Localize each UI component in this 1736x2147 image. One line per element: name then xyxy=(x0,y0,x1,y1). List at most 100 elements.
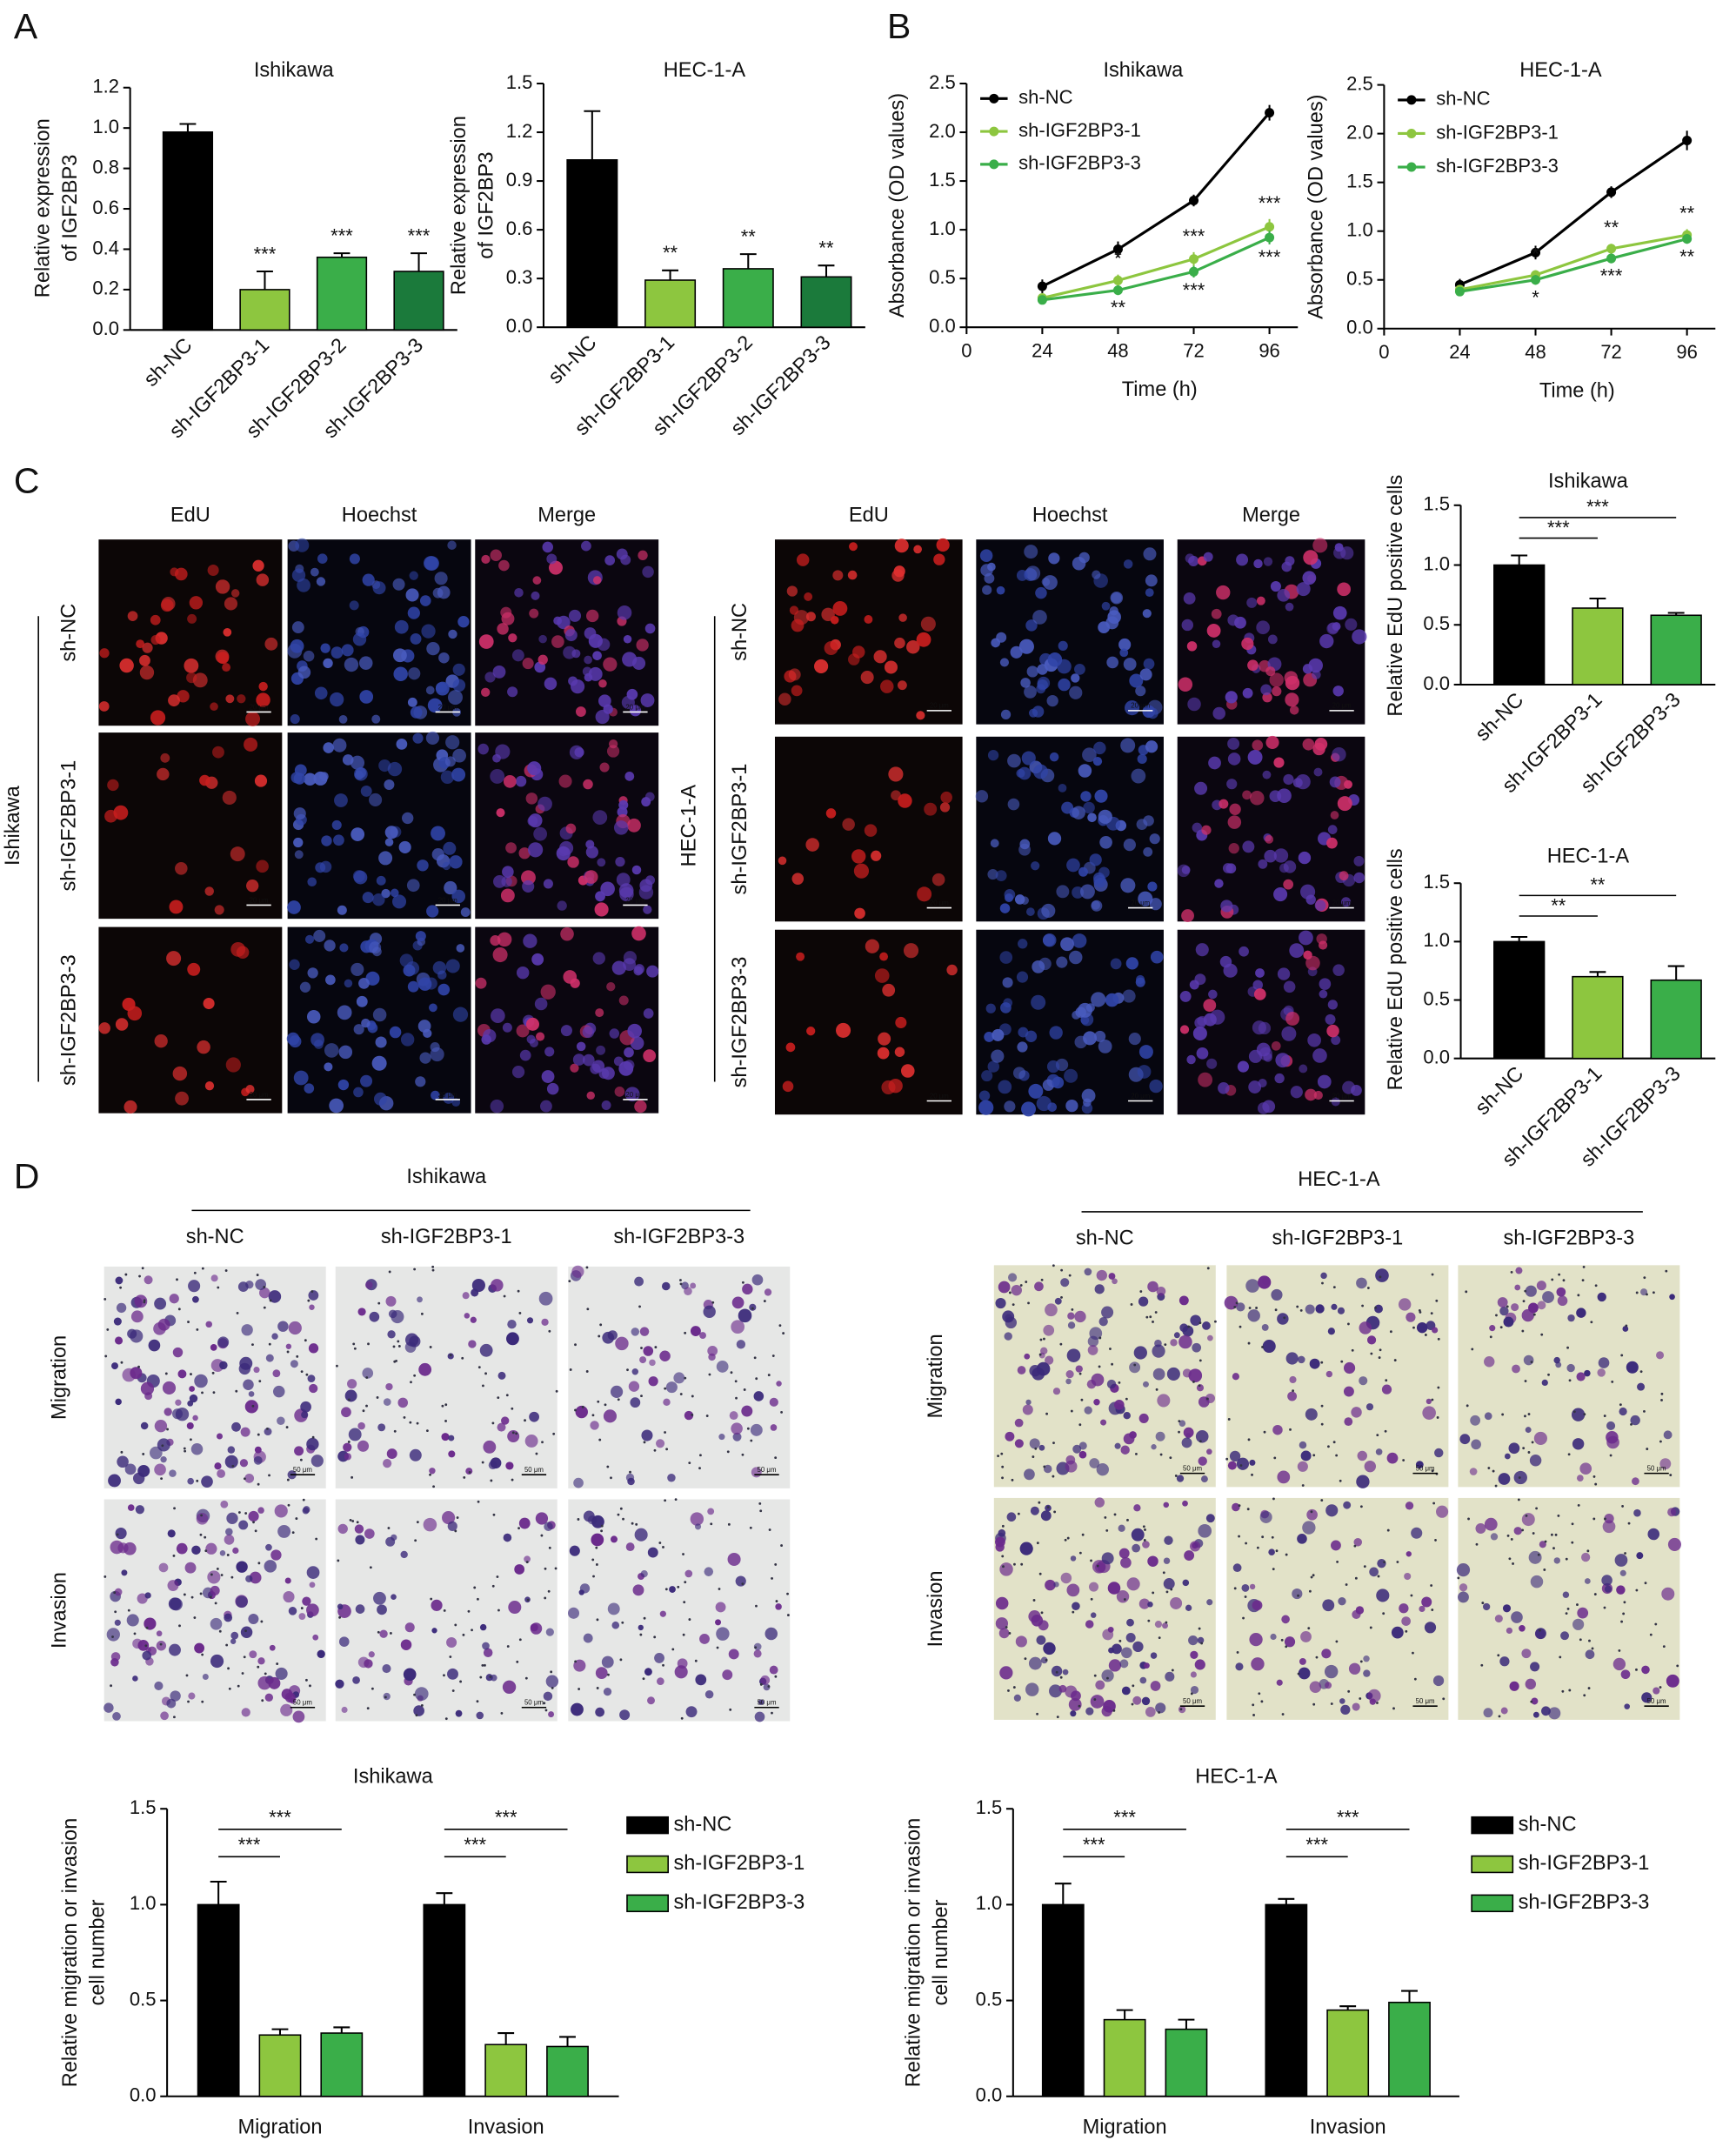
cell-nucleus xyxy=(987,868,998,880)
cell-nucleus xyxy=(372,893,385,906)
pore xyxy=(674,1498,678,1502)
y-tick-label: 1.5 xyxy=(929,169,956,191)
cell-nucleus xyxy=(894,1047,905,1057)
cell-nucleus xyxy=(527,842,544,858)
cell-nucleus xyxy=(519,1049,531,1061)
pore xyxy=(511,1407,514,1410)
y-tick-label: 0.5 xyxy=(976,1988,1003,2010)
stained-cell xyxy=(1170,1597,1183,1609)
pore xyxy=(1090,1559,1092,1562)
pore xyxy=(335,1364,338,1368)
cell-nucleus xyxy=(303,650,315,662)
stained-cell xyxy=(106,1628,120,1642)
pore xyxy=(631,1522,634,1525)
pore xyxy=(1271,1535,1274,1539)
cell-nucleus xyxy=(782,1080,794,1093)
stained-cell xyxy=(595,1707,605,1717)
cell-nucleus xyxy=(616,548,628,560)
grid-title: HEC-1-A xyxy=(1298,1168,1380,1191)
pore xyxy=(187,1700,190,1703)
stained-cell xyxy=(1375,1448,1383,1455)
pore xyxy=(287,1503,290,1507)
y-tick-label: 1.0 xyxy=(976,1892,1003,1914)
cell-nucleus xyxy=(321,835,332,846)
pore xyxy=(268,1342,271,1346)
pore xyxy=(679,1279,682,1281)
cell-nucleus xyxy=(1128,1033,1141,1046)
stained-cell xyxy=(1108,1273,1116,1280)
stained-cell xyxy=(230,1631,239,1640)
pore xyxy=(1662,1645,1666,1649)
pore xyxy=(640,1347,643,1349)
pore xyxy=(443,1609,446,1612)
stained-cell xyxy=(1331,1303,1338,1310)
stained-cell xyxy=(1305,1304,1315,1314)
cell-nucleus xyxy=(1120,738,1136,753)
pore xyxy=(304,1339,307,1342)
cell-nucleus xyxy=(1203,1013,1217,1027)
pore xyxy=(775,1600,778,1602)
stained-cell xyxy=(1198,1523,1212,1538)
stained-cell xyxy=(1054,1297,1062,1305)
stained-cell xyxy=(707,1508,715,1515)
pore xyxy=(635,1522,638,1526)
stained-cell xyxy=(188,1692,196,1700)
pore xyxy=(236,1312,239,1314)
cell-nucleus xyxy=(1195,943,1209,957)
cell-nucleus xyxy=(1122,989,1136,1003)
pore xyxy=(1034,1447,1038,1450)
stained-cell xyxy=(347,1379,357,1389)
x-tick-label: Invasion xyxy=(1310,2116,1386,2138)
cell-nucleus xyxy=(544,1047,555,1057)
cell-nucleus xyxy=(353,870,368,885)
stained-cell xyxy=(210,1585,220,1596)
stained-cell xyxy=(1235,1662,1244,1671)
pore xyxy=(338,1615,342,1619)
stained-cell xyxy=(1067,1321,1076,1329)
stained-cell xyxy=(543,1691,553,1702)
cell-nucleus xyxy=(638,550,648,561)
stained-cell xyxy=(544,1522,553,1531)
pore xyxy=(1431,1273,1434,1276)
y-axis-label: Relative expression xyxy=(32,118,55,298)
panel-label: B xyxy=(887,6,911,46)
stained-cell xyxy=(144,1275,153,1285)
stained-cell xyxy=(1523,1354,1534,1366)
pore xyxy=(1583,1694,1586,1697)
pore xyxy=(1540,1333,1544,1336)
cell-nucleus xyxy=(291,621,304,634)
stained-cell xyxy=(1004,1332,1012,1341)
x-tick-label: 24 xyxy=(1449,341,1471,363)
cell-nucleus xyxy=(1060,937,1074,952)
stained-cell xyxy=(1152,1344,1165,1358)
cell-nucleus xyxy=(1007,798,1020,811)
pore xyxy=(137,1365,140,1368)
stained-cell xyxy=(1581,1552,1591,1562)
stained-cell xyxy=(1459,1583,1468,1592)
cell-nucleus xyxy=(1260,684,1272,696)
pore xyxy=(220,1574,224,1576)
pore xyxy=(454,1623,457,1627)
stained-cell xyxy=(1374,1304,1383,1314)
cell-nucleus xyxy=(575,706,586,717)
stained-cell xyxy=(1320,1272,1327,1280)
cell-nucleus xyxy=(320,643,331,653)
legend-label: sh-NC xyxy=(1018,86,1072,108)
pore xyxy=(449,1655,452,1658)
cell-nucleus xyxy=(254,774,268,787)
cell-nucleus xyxy=(873,650,887,664)
stained-cell xyxy=(530,1623,538,1632)
column-header: sh-IGF2BP3-1 xyxy=(1272,1227,1403,1250)
pore xyxy=(1335,1640,1339,1643)
stained-cell xyxy=(1640,1288,1648,1296)
pore xyxy=(1013,1562,1016,1566)
cell-nucleus xyxy=(432,587,444,599)
cell-nucleus xyxy=(1302,738,1315,751)
pore xyxy=(665,1448,669,1451)
legend-label: sh-IGF2BP3-3 xyxy=(1018,152,1141,174)
stained-cell xyxy=(1459,1434,1471,1445)
cell-nucleus xyxy=(1025,907,1035,916)
pore xyxy=(1567,1453,1571,1456)
cell-nucleus xyxy=(1307,1033,1321,1047)
cell-nucleus xyxy=(1025,1030,1038,1043)
